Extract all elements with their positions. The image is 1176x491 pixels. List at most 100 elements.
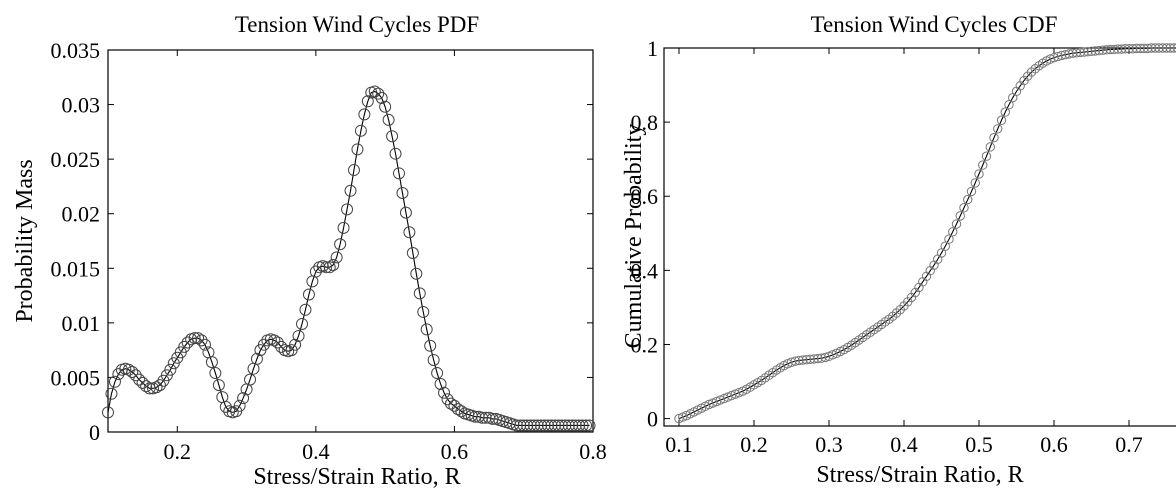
pdf-data-point — [289, 338, 302, 351]
cdf-data-point — [944, 234, 954, 244]
cdf-y-tick-label: 0.8 — [631, 110, 659, 135]
pdf-data-point — [192, 332, 205, 345]
cdf-data-point — [989, 132, 999, 143]
cdf-data-point — [809, 354, 819, 364]
pdf-data-point — [178, 340, 191, 353]
cdf-data-point — [959, 203, 969, 213]
pdf-data-point — [566, 419, 579, 432]
cdf-x-tick-label: 0.1 — [665, 432, 693, 457]
pdf-data-point — [212, 379, 225, 392]
cdf-y-axis-label: Cumulative Probability — [621, 124, 647, 349]
pdf-data-point — [521, 419, 534, 432]
cdf-data-point — [981, 151, 992, 161]
cdf-data-point — [1128, 44, 1138, 54]
pdf-x-tick-label: 0.6 — [441, 439, 469, 464]
pdf-data-point — [344, 184, 357, 197]
pdf-data-point — [576, 419, 589, 432]
pdf-data-point — [244, 373, 257, 386]
cdf-data-point — [801, 354, 812, 365]
cdf-data-point — [1086, 46, 1097, 57]
cdf-data-point — [816, 353, 827, 363]
pdf-data-point — [271, 336, 284, 349]
pdf-data-point — [562, 419, 575, 432]
pdf-data-point — [237, 392, 250, 405]
pdf-data-point — [524, 419, 537, 432]
pdf-data-point — [347, 164, 360, 177]
cdf-y-tick-label: 0.2 — [631, 332, 659, 357]
pdf-data-point — [292, 329, 305, 342]
pdf-data-point — [354, 124, 367, 137]
pdf-data-point — [368, 85, 381, 98]
pdf-data-point — [441, 393, 454, 406]
pdf-data-point — [164, 363, 177, 376]
pdf-y-tick-label: 0.015 — [51, 256, 101, 281]
cdf-data-point — [1060, 49, 1070, 60]
pdf-data-point — [361, 95, 374, 108]
pdf-data-point — [382, 113, 395, 126]
pdf-data-point — [181, 336, 194, 349]
cdf-chart-title: Tension Wind Cycles CDF — [811, 12, 1058, 37]
pdf-data-point — [541, 419, 554, 432]
pdf-data-point — [427, 353, 440, 366]
cdf-data-point — [1071, 48, 1082, 58]
cdf-data-point — [966, 186, 977, 197]
pdf-y-axis-label: Probability Mass — [12, 159, 38, 322]
pdf-data-point — [420, 323, 433, 336]
pdf-data-point — [105, 387, 118, 400]
pdf-data-point — [150, 381, 163, 394]
cdf-data-point — [1094, 45, 1104, 56]
pdf-data-point — [559, 419, 572, 432]
cdf-data-point — [794, 355, 804, 366]
pdf-data-point — [299, 303, 312, 316]
pdf-data-point — [126, 365, 139, 378]
pdf-data-point — [569, 419, 582, 432]
cdf-data-point — [1101, 45, 1112, 55]
cdf-data-point — [1131, 43, 1142, 54]
cdf-data-point — [948, 227, 958, 237]
cdf-x-tick-label: 0.5 — [965, 432, 993, 457]
pdf-data-point — [403, 226, 416, 239]
pdf-data-point — [424, 339, 437, 352]
pdf-data-point — [102, 406, 114, 419]
cdf-data-point — [951, 219, 962, 229]
cdf-data-point — [1161, 43, 1172, 53]
cdf-data-point — [963, 194, 973, 205]
pdf-data-point — [580, 419, 593, 432]
cdf-data-point — [1068, 48, 1078, 58]
cdf-data-point — [1075, 47, 1085, 58]
pdf-data-point — [545, 419, 558, 432]
cdf-data-point — [1165, 43, 1175, 53]
pdf-data-point — [555, 419, 568, 432]
pdf-data-point — [199, 338, 211, 351]
cdf-data-point — [1113, 44, 1123, 54]
pdf-data-point — [399, 206, 412, 219]
pdf-data-point — [337, 221, 350, 234]
pdf-data-point — [538, 419, 551, 432]
pdf-data-point — [389, 147, 402, 160]
cdf-data-point — [940, 241, 950, 251]
pdf-data-point — [552, 419, 565, 432]
cdf-data-point — [974, 169, 984, 179]
cdf-data-point — [1098, 45, 1108, 55]
cdf-data-point — [1173, 43, 1176, 53]
pdf-data-point — [133, 373, 146, 386]
cdf-x-tick-label: 0.7 — [1115, 432, 1143, 457]
pdf-data-point — [296, 317, 308, 330]
pdf-data-point — [431, 367, 444, 380]
pdf-y-tick-label: 0.035 — [51, 38, 101, 63]
pdf-x-tick-label: 0.2 — [164, 439, 192, 464]
cdf-data-point — [1146, 43, 1157, 53]
cdf-data-point — [1135, 43, 1145, 54]
pdf-data-point — [406, 247, 419, 260]
cdf-series-line — [678, 47, 1176, 420]
pdf-data-point — [302, 288, 315, 301]
pdf-data-point — [379, 100, 392, 113]
cdf-data-point — [1124, 44, 1134, 54]
cdf-data-point — [1000, 107, 1010, 117]
cdf-data-point — [1116, 44, 1127, 54]
pdf-x-axis-label: Stress/Strain Ratio, R — [253, 464, 460, 490]
pdf-data-point — [341, 203, 354, 216]
cdf-y-tick-label: 1 — [647, 36, 658, 61]
pdf-data-point — [583, 419, 596, 432]
